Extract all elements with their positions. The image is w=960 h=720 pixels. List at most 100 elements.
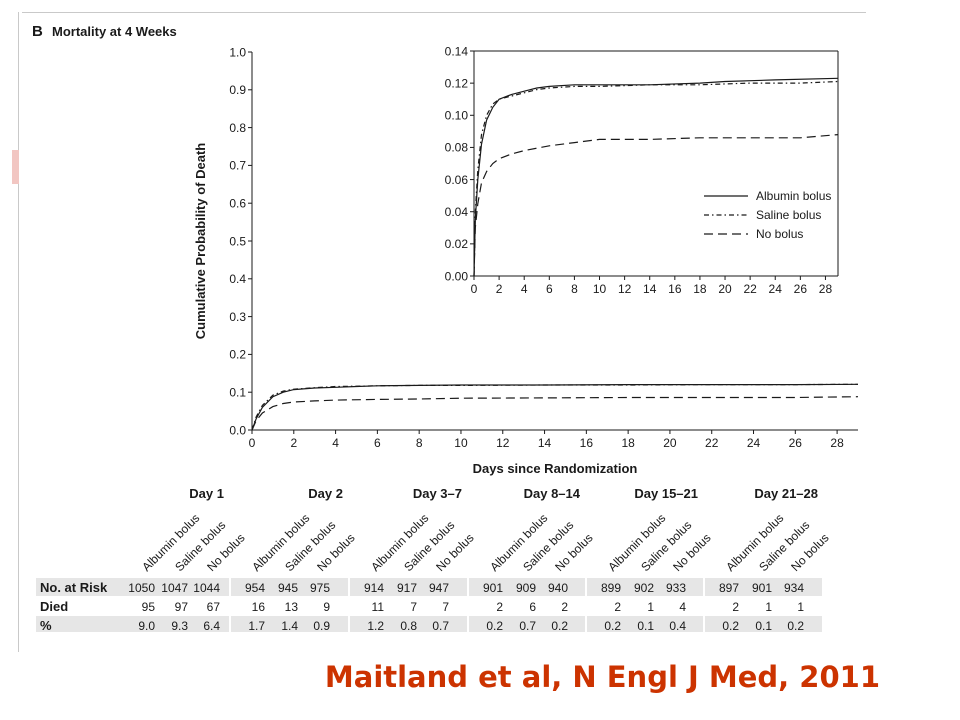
x-tick-label: 0 bbox=[471, 282, 478, 296]
slide-accent-mark bbox=[12, 150, 19, 184]
x-tick-label: 12 bbox=[618, 282, 632, 296]
risk-cell: 6 bbox=[529, 600, 536, 614]
risk-cell: 1.7 bbox=[248, 619, 265, 633]
risk-cell: 0.8 bbox=[400, 619, 417, 633]
frame-left-line bbox=[18, 12, 19, 652]
risk-cell: 67 bbox=[207, 600, 221, 614]
risk-cell: 0.4 bbox=[669, 619, 686, 633]
table-row-stripe bbox=[36, 578, 822, 596]
risk-cell: 16 bbox=[252, 600, 266, 614]
risk-cell: 0.2 bbox=[551, 619, 568, 633]
risk-cell: 97 bbox=[175, 600, 189, 614]
y-tick-label: 0.06 bbox=[445, 173, 469, 187]
x-tick-label: 28 bbox=[819, 282, 833, 296]
risk-cell: 914 bbox=[364, 581, 384, 595]
x-tick-label: 22 bbox=[705, 436, 719, 450]
risk-group-header: Day 21–28 bbox=[754, 486, 818, 501]
x-tick-label: 16 bbox=[580, 436, 594, 450]
risk-cell: 7 bbox=[442, 600, 449, 614]
risk-cell: 909 bbox=[516, 581, 536, 595]
risk-cell: 1 bbox=[765, 600, 772, 614]
inset-plot: 0 2 4 6 8 10 12 14 16 18 20 22 24 26 280.000.020.040.0… bbox=[445, 44, 839, 296]
x-tick-label: 10 bbox=[454, 436, 468, 450]
risk-row-label: Died bbox=[40, 599, 68, 614]
risk-row-label: % bbox=[40, 618, 52, 633]
risk-cell: 917 bbox=[397, 581, 417, 595]
risk-row-label: No. at Risk bbox=[40, 580, 108, 595]
risk-cell: 9.0 bbox=[138, 619, 155, 633]
risk-cell: 95 bbox=[142, 600, 156, 614]
risk-cell: 1 bbox=[797, 600, 804, 614]
risk-cell: 1.4 bbox=[281, 619, 298, 633]
risk-cell: 13 bbox=[285, 600, 299, 614]
risk-cell: 934 bbox=[784, 581, 804, 595]
x-tick-label: 20 bbox=[663, 436, 677, 450]
risk-cell: 933 bbox=[666, 581, 686, 595]
y-tick-label: 0.6 bbox=[229, 197, 246, 211]
y-tick-label: 0.08 bbox=[445, 141, 469, 155]
risk-cell: 899 bbox=[601, 581, 621, 595]
risk-cell: 902 bbox=[634, 581, 654, 595]
series-line-albumin-bolus bbox=[251, 383, 859, 431]
series-line-no-bolus bbox=[251, 396, 859, 431]
y-axis-title: Cumulative Probability of Death bbox=[193, 143, 208, 340]
y-tick-label: 0.4 bbox=[229, 272, 246, 286]
risk-cell: 1.2 bbox=[367, 619, 384, 633]
x-tick-label: 4 bbox=[521, 282, 528, 296]
y-tick-label: 0.1 bbox=[229, 386, 246, 400]
x-tick-label: 18 bbox=[693, 282, 707, 296]
x-tick-label: 2 bbox=[496, 282, 503, 296]
table-row-stripe bbox=[36, 616, 822, 632]
main-plot: 0 2 4 6 8 10 12 14 16 18 20 22 24 26 280.00.10.20.30.4… bbox=[193, 45, 859, 476]
risk-group-header: Day 1 bbox=[189, 486, 224, 501]
risk-cell: 954 bbox=[245, 581, 265, 595]
series-line-albumin-bolus bbox=[473, 77, 839, 277]
risk-cell: 1044 bbox=[193, 581, 220, 595]
x-tick-label: 0 bbox=[249, 436, 256, 450]
series-line-saline-bolus bbox=[473, 80, 839, 277]
x-tick-label: 8 bbox=[571, 282, 578, 296]
risk-cell: 4 bbox=[679, 600, 686, 614]
risk-cell: 2 bbox=[614, 600, 621, 614]
x-tick-label: 24 bbox=[747, 436, 761, 450]
x-tick-label: 28 bbox=[830, 436, 844, 450]
y-tick-label: 0.9 bbox=[229, 83, 246, 97]
x-tick-label: 12 bbox=[496, 436, 510, 450]
risk-cell: 0.2 bbox=[604, 619, 621, 633]
x-tick-label: 6 bbox=[546, 282, 553, 296]
risk-cell: 0.9 bbox=[313, 619, 330, 633]
x-tick-label: 6 bbox=[374, 436, 381, 450]
y-tick-label: 0.5 bbox=[229, 234, 246, 248]
y-tick-label: 0.7 bbox=[229, 159, 246, 173]
y-tick-label: 0.12 bbox=[445, 76, 469, 90]
risk-cell: 2 bbox=[496, 600, 503, 614]
x-tick-label: 20 bbox=[718, 282, 732, 296]
risk-cell: 0.7 bbox=[432, 619, 449, 633]
y-tick-label: 0.2 bbox=[229, 348, 246, 362]
risk-group-header: Day 2 bbox=[308, 486, 343, 501]
risk-cell: 1047 bbox=[161, 581, 188, 595]
legend-label: Albumin bolus bbox=[756, 189, 831, 203]
x-tick-label: 14 bbox=[643, 282, 657, 296]
series-line-no-bolus bbox=[473, 134, 839, 277]
x-tick-label: 4 bbox=[332, 436, 339, 450]
risk-cell: 0.2 bbox=[722, 619, 739, 633]
risk-cell: 2 bbox=[561, 600, 568, 614]
risk-cell: 975 bbox=[310, 581, 330, 595]
risk-cell: 947 bbox=[429, 581, 449, 595]
x-tick-label: 2 bbox=[290, 436, 297, 450]
risk-cell: 901 bbox=[752, 581, 772, 595]
citation-text: Maitland et al, N Engl J Med, 2011 bbox=[324, 660, 880, 694]
x-tick-label: 22 bbox=[743, 282, 757, 296]
y-tick-label: 0.04 bbox=[445, 205, 469, 219]
x-tick-label: 24 bbox=[769, 282, 783, 296]
risk-cell: 7 bbox=[410, 600, 417, 614]
risk-cell: 1050 bbox=[128, 581, 155, 595]
risk-cell: 945 bbox=[278, 581, 298, 595]
risk-cell: 897 bbox=[719, 581, 739, 595]
legend-label: Saline bolus bbox=[756, 208, 821, 222]
panel-letter: B bbox=[32, 23, 43, 40]
